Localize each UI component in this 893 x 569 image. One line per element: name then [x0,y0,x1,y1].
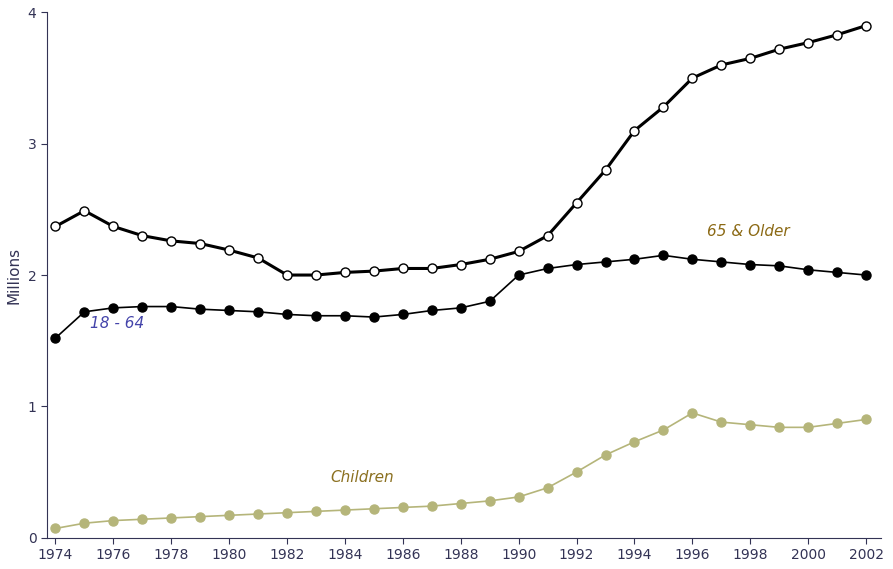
Y-axis label: Millions: Millions [7,246,22,304]
Text: Children: Children [330,471,394,485]
Text: 65 & Older: 65 & Older [707,224,789,238]
Text: 18 - 64: 18 - 64 [90,316,145,331]
